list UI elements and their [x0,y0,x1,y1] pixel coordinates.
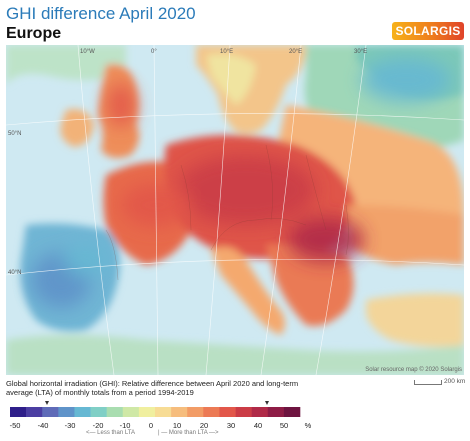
map-description: Global horizontal irradiation (GHI): Rel… [6,379,299,397]
scale-bar-label: 200 km [444,378,466,385]
hotspot-britain [107,83,135,127]
legend-swatch [42,407,59,417]
legend-swatch [251,407,269,417]
hotspot-hungary-romania [288,218,364,262]
legend-range-marker [265,401,269,405]
land-turkey [366,293,464,347]
map-subtitle: Europe [6,25,62,42]
legend-less-text: Less than LTA [97,430,135,436]
legend-unit: % [304,421,312,430]
meridian-label-0: 0° [151,49,157,55]
legend-tick: -50 [9,421,21,430]
legend-swatch [122,407,140,417]
solargis-logo: SOLARGIS [392,22,464,40]
legend-swatch [219,407,236,417]
land-north-africa [6,335,464,375]
legend-tick: -10 [119,421,131,430]
parallel-label-40n: 40°N [8,270,21,276]
meridian-label-10w: 10°W [80,49,95,55]
land-ukraine [346,205,464,265]
country-borders [105,144,349,281]
coldspot-spain [64,244,108,276]
legend-tick: 10 [172,421,182,430]
legend-tick: 20 [199,421,209,430]
legend-swatch [106,407,124,417]
legend-swatch [26,407,43,417]
legend-swatch [187,407,204,417]
legend-swatch [267,407,285,417]
legend-swatch [90,407,107,417]
legend-swatch [74,407,91,417]
land-ireland [60,109,94,147]
legend-tick: -20 [92,421,104,430]
legend-color-bar [10,401,301,417]
legend-tick: 0 [148,421,154,430]
land-balkans [266,243,354,326]
hotspot-germany [176,155,316,225]
meridian-label-20e: 20°E [289,49,302,55]
meridian-label-30e: 30°E [354,49,367,55]
legend-range-marker [45,401,49,405]
legend-swatch [58,407,75,417]
coldspot-russia-north [361,58,451,102]
legend-tick: 50 [279,421,289,430]
legend-more-text: More than LTA [168,430,208,436]
color-legend: -50 -40 -30 -20 -10 0 10 20 30 40 50 % <… [9,399,312,439]
legend-tick: -30 [64,421,76,430]
legend-swatch [155,407,172,417]
legend-swatch [235,407,252,417]
meridian-label-10e: 10°E [220,49,233,55]
land-norway [206,53,256,105]
map-credit: Solar resource map © 2020 Solargis [365,366,462,373]
graticule [6,45,464,375]
legend-less-label: <— Less than LTA [86,430,135,436]
legend-more-label: | — More than LTA —> [158,430,219,436]
land-north-atlantic [6,45,126,85]
map-canvas: 10°W 0° 10°E 20°E 30°E 50°N 40°N Solar r… [6,45,464,375]
legend-tick: 30 [226,421,236,430]
legend-swatch [283,407,301,417]
legend-tick: 40 [253,421,263,430]
scale-bar [414,380,442,385]
map-title: GHI difference April 2020 [6,4,196,23]
legend-swatch [171,407,188,417]
land-italy [211,246,285,335]
legend-tick: -40 [37,421,49,430]
legend-swatch [10,407,27,417]
parallel-label-50n: 50°N [8,131,21,137]
legend-swatch [203,407,220,417]
ghi-difference-map: 10°W 0° 10°E 20°E 30°E 50°N 40°N Solar r… [6,45,464,375]
legend-swatch [138,407,156,417]
